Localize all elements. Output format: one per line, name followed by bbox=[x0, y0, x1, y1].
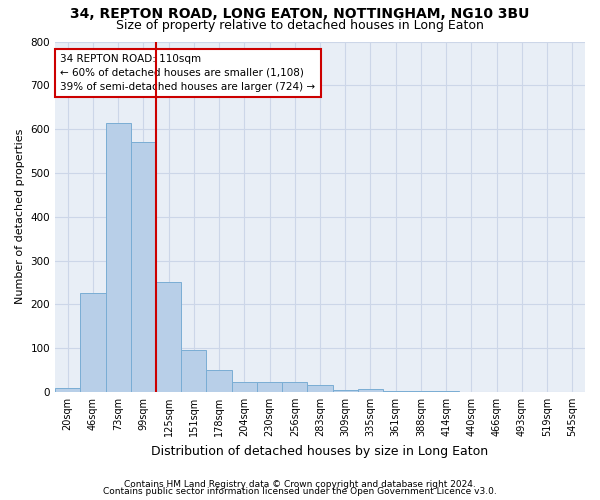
Bar bbox=[232, 382, 257, 392]
Text: Contains public sector information licensed under the Open Government Licence v3: Contains public sector information licen… bbox=[103, 487, 497, 496]
Bar bbox=[181, 350, 206, 392]
Text: 34 REPTON ROAD: 110sqm
← 60% of detached houses are smaller (1,108)
39% of semi-: 34 REPTON ROAD: 110sqm ← 60% of detached… bbox=[61, 54, 316, 92]
Bar bbox=[257, 382, 282, 392]
Text: Size of property relative to detached houses in Long Eaton: Size of property relative to detached ho… bbox=[116, 18, 484, 32]
Y-axis label: Number of detached properties: Number of detached properties bbox=[15, 129, 25, 304]
Bar bbox=[332, 390, 358, 392]
Bar bbox=[80, 294, 106, 392]
Bar bbox=[358, 389, 383, 392]
Text: 34, REPTON ROAD, LONG EATON, NOTTINGHAM, NG10 3BU: 34, REPTON ROAD, LONG EATON, NOTTINGHAM,… bbox=[70, 8, 530, 22]
Bar bbox=[131, 142, 156, 392]
Text: Contains HM Land Registry data © Crown copyright and database right 2024.: Contains HM Land Registry data © Crown c… bbox=[124, 480, 476, 489]
X-axis label: Distribution of detached houses by size in Long Eaton: Distribution of detached houses by size … bbox=[151, 444, 488, 458]
Bar bbox=[307, 386, 332, 392]
Bar bbox=[206, 370, 232, 392]
Bar bbox=[106, 122, 131, 392]
Bar bbox=[282, 382, 307, 392]
Bar bbox=[55, 388, 80, 392]
Bar bbox=[156, 282, 181, 392]
